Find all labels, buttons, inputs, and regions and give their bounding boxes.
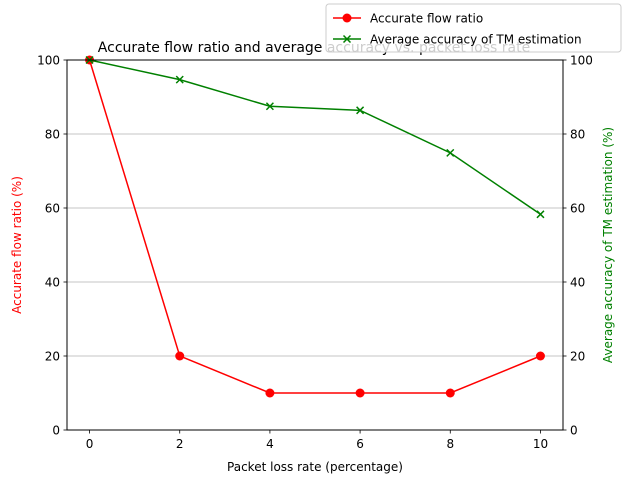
series-1-point-5	[536, 210, 545, 219]
x-tick-label-0: 0	[86, 437, 94, 451]
right-y-tick-label-20: 20	[570, 350, 585, 364]
series-1-point-1	[175, 75, 184, 84]
axes-frame	[66, 59, 564, 431]
series-1-point-4	[446, 148, 455, 157]
ticks: 0 0 20 20 40 40 60 60 80 80 100 100 0 2 4 6 8 10	[37, 54, 593, 452]
legend-box	[325, 3, 622, 53]
right-y-tick-label-100: 100	[570, 54, 593, 68]
x-tick-label-4: 4	[266, 437, 274, 451]
right-y-tick-label-0: 0	[570, 424, 578, 438]
x-tick-label-8: 8	[446, 437, 454, 451]
legend-label-tm-accuracy: Average accuracy of TM estimation	[370, 33, 582, 47]
series-0-line	[88, 59, 541, 394]
left-y-tick-label-80: 80	[45, 128, 60, 142]
right-y-tick-label-80: 80	[570, 128, 585, 142]
right-y-axis-label: Average accuracy of TM estimation (%)	[601, 127, 615, 363]
legend-marker-x	[342, 34, 352, 44]
x-tick-label-10: 10	[533, 437, 548, 451]
left-y-tick-label-0: 0	[52, 424, 60, 438]
series-0-point-2	[265, 388, 275, 398]
series-0-point-1	[175, 351, 185, 361]
x-axis-label: Packet loss rate (percentage)	[227, 460, 403, 474]
legend-label-accurate-flow: Accurate flow ratio	[370, 12, 483, 26]
left-y-axis-label: Accurate flow ratio (%)	[10, 176, 24, 314]
left-y-tick-label-60: 60	[45, 202, 60, 216]
right-y-tick-label-60: 60	[570, 202, 585, 216]
series-0-point-5	[535, 351, 545, 361]
left-y-tick-label-100: 100	[37, 54, 60, 68]
left-y-tick-label-40: 40	[45, 276, 60, 290]
series-1-point-2	[265, 102, 274, 111]
series-1-point-3	[356, 106, 365, 115]
left-y-tick-label-20: 20	[45, 350, 60, 364]
legend: Accurate flow ratio Average accuracy of …	[325, 3, 622, 53]
x-tick-label-2: 2	[176, 437, 184, 451]
series-0-point-3	[355, 388, 365, 398]
series-0-point-4	[445, 388, 455, 398]
series-1-line	[89, 59, 541, 215]
right-y-tick-label-40: 40	[570, 276, 585, 290]
legend-marker-circle	[342, 13, 352, 23]
series-layer	[85, 55, 545, 398]
x-tick-label-6: 6	[356, 437, 364, 451]
